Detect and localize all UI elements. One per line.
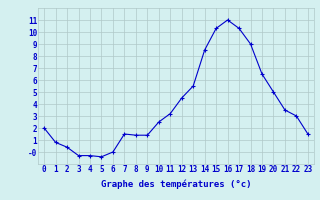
X-axis label: Graphe des températures (°c): Graphe des températures (°c) bbox=[101, 180, 251, 189]
